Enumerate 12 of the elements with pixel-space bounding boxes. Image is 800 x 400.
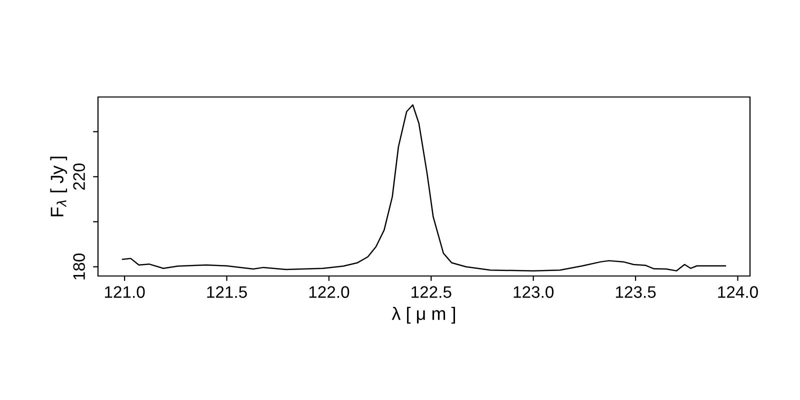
line-series (122, 104, 726, 272)
x-tick-label: 124.0 (718, 286, 758, 298)
x-tick-label: 123.5 (616, 286, 656, 298)
y-tick-label: 180 (73, 254, 85, 280)
y-tick-label: 220 (73, 163, 85, 190)
y-axis-title: F$_{λ}$ [ Jy ] (50, 156, 68, 216)
x-tick-label: 122.0 (309, 286, 350, 298)
x-tick-label: 121.0 (104, 286, 145, 298)
x-tick-label: 121.5 (207, 286, 247, 298)
x-tick-label: 122.5 (412, 286, 452, 298)
x-tick-label: 123.0 (514, 286, 554, 298)
x-axis-title: λ [ μ m ] (392, 306, 455, 324)
